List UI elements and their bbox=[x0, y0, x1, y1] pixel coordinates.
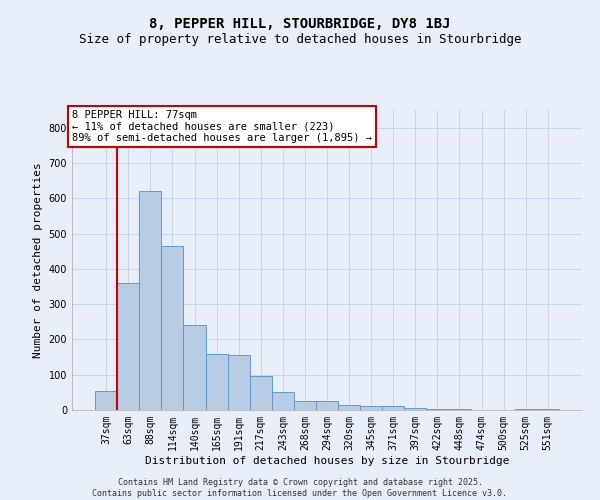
Bar bbox=[95, 390, 117, 410]
Bar bbox=[404, 408, 427, 410]
Bar bbox=[382, 406, 404, 410]
Bar bbox=[184, 326, 206, 410]
Bar bbox=[360, 406, 382, 410]
Text: Contains HM Land Registry data © Crown copyright and database right 2025.
Contai: Contains HM Land Registry data © Crown c… bbox=[92, 478, 508, 498]
Bar bbox=[338, 404, 360, 410]
Bar bbox=[161, 246, 184, 410]
Text: 8 PEPPER HILL: 77sqm
← 11% of detached houses are smaller (223)
89% of semi-deta: 8 PEPPER HILL: 77sqm ← 11% of detached h… bbox=[72, 110, 372, 143]
Text: 8, PEPPER HILL, STOURBRIDGE, DY8 1BJ: 8, PEPPER HILL, STOURBRIDGE, DY8 1BJ bbox=[149, 18, 451, 32]
Bar bbox=[316, 401, 338, 410]
Text: Size of property relative to detached houses in Stourbridge: Size of property relative to detached ho… bbox=[79, 32, 521, 46]
Bar bbox=[427, 409, 448, 410]
Bar bbox=[272, 392, 294, 410]
Bar bbox=[294, 401, 316, 410]
Bar bbox=[250, 376, 272, 410]
Y-axis label: Number of detached properties: Number of detached properties bbox=[33, 162, 43, 358]
X-axis label: Distribution of detached houses by size in Stourbridge: Distribution of detached houses by size … bbox=[145, 456, 509, 466]
Bar bbox=[227, 356, 250, 410]
Bar bbox=[139, 191, 161, 410]
Bar bbox=[117, 283, 139, 410]
Bar bbox=[206, 354, 227, 410]
